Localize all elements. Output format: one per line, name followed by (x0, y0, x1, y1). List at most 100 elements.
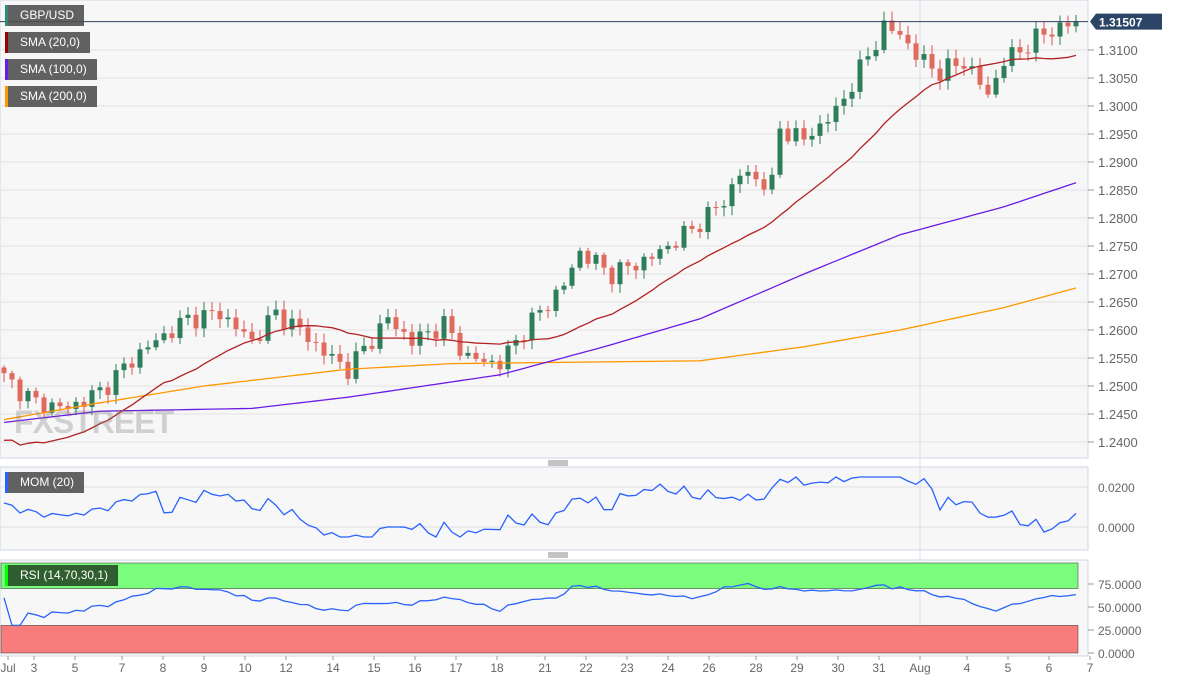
candle-body (57, 402, 63, 407)
sma100-line (3, 182, 1077, 424)
candle-body (945, 58, 951, 81)
legend-mom[interactable]: MOM (20) (5, 472, 84, 493)
mom-tick-label: 0.0000 (1098, 521, 1135, 535)
candle-body (937, 68, 943, 81)
x-axis-label: 16 (408, 661, 422, 675)
candle-body (1, 367, 7, 374)
candle-body (353, 351, 359, 379)
price-tick-label: 1.3100 (1098, 43, 1138, 58)
candle-body (785, 128, 791, 142)
candle-body (169, 333, 175, 339)
candle-body (297, 318, 303, 328)
candle-body (73, 401, 79, 410)
candle-body (793, 128, 799, 142)
candle-body (497, 360, 503, 370)
rsi-tick-label: 25.0000 (1098, 624, 1142, 638)
legend-rsi[interactable]: RSI (14,70,30,1) (5, 565, 119, 586)
price-tick-label: 1.3050 (1098, 71, 1138, 86)
price-tick-label: 1.2800 (1098, 211, 1138, 226)
price-tick-label: 1.2500 (1098, 379, 1138, 394)
candle-body (153, 340, 159, 348)
x-axis-label: 5 (1005, 661, 1012, 675)
candle-body (697, 228, 703, 233)
candle-body (761, 179, 767, 190)
candle-body (961, 65, 967, 69)
candle-body (201, 310, 207, 329)
candle-body (393, 317, 399, 330)
candle-body (209, 310, 215, 312)
candle-body (313, 341, 319, 343)
candle-body (721, 206, 727, 208)
candle-body (161, 333, 167, 341)
legend-sma200[interactable]: SMA (200,0) (5, 86, 97, 107)
candle-body (777, 128, 783, 175)
candle-body (337, 353, 343, 362)
candle-body (625, 262, 631, 266)
candle-body (561, 285, 567, 290)
candle-body (385, 317, 391, 324)
candle-body (769, 174, 775, 190)
last-price-badge (1090, 13, 1162, 30)
candle-body (105, 387, 111, 395)
x-axis-label: 22 (579, 661, 593, 675)
candle-body (1041, 28, 1047, 35)
x-axis-label: 21 (538, 661, 552, 675)
candle-body (577, 250, 583, 268)
rsi-tick-label: 0.0000 (1098, 647, 1135, 661)
candle-body (513, 340, 519, 346)
rsi-tick-label: 75.0000 (1098, 578, 1142, 592)
candle-body (241, 329, 247, 332)
candle-body (481, 358, 487, 362)
candle-body (345, 361, 351, 379)
x-axis-label: 6 (1046, 661, 1053, 675)
candle-body (1057, 22, 1063, 37)
candle-body (425, 331, 431, 333)
price-tick-label: 1.2450 (1098, 407, 1138, 422)
candle-body (809, 135, 815, 140)
candle-body (457, 332, 463, 356)
candle-body (1017, 47, 1023, 53)
candle-body (1025, 52, 1031, 54)
candle-body (97, 387, 103, 391)
candle-body (81, 401, 87, 407)
candle-body (737, 175, 743, 185)
candle-body (705, 207, 711, 233)
main-panel (0, 0, 1089, 459)
x-axis-label: 17 (449, 661, 463, 675)
candle-body (41, 397, 47, 413)
price-tick-label: 1.2650 (1098, 295, 1138, 310)
price-tick-label: 1.2700 (1098, 267, 1138, 282)
candle-body (841, 98, 847, 106)
legend-sma100[interactable]: SMA (100,0) (5, 59, 97, 80)
x-axis-label: Aug (909, 661, 930, 675)
candle-body (753, 171, 759, 180)
candle-body (249, 331, 255, 340)
candle-body (441, 316, 447, 339)
candle-body (289, 318, 295, 330)
legend-sma20[interactable]: SMA (20,0) (5, 32, 91, 53)
candle-body (569, 267, 575, 286)
candle-body (897, 30, 903, 35)
candle-body (369, 345, 375, 349)
price-tick-label: 1.2550 (1098, 351, 1138, 366)
candle-body (953, 58, 959, 66)
mom-line (3, 476, 1077, 538)
legend-symbol[interactable]: GBP/USD (5, 5, 85, 26)
candle-body (401, 329, 407, 332)
price-tick-label: 1.2600 (1098, 323, 1138, 338)
candle-body (225, 317, 231, 320)
x-axis-label: Jul (0, 661, 15, 675)
mom-tick-label: 0.0200 (1098, 481, 1135, 495)
candle-body (889, 20, 895, 31)
candle-body (121, 363, 127, 371)
x-axis-label: 31 (872, 661, 886, 675)
candle-body (89, 390, 95, 407)
candle-body (977, 66, 983, 85)
candle-body (489, 360, 495, 362)
candle-body (665, 245, 671, 250)
candle-body (553, 289, 559, 311)
x-axis-label: 15 (367, 661, 381, 675)
candle-body (865, 56, 871, 60)
sma20-line (3, 54, 1077, 446)
